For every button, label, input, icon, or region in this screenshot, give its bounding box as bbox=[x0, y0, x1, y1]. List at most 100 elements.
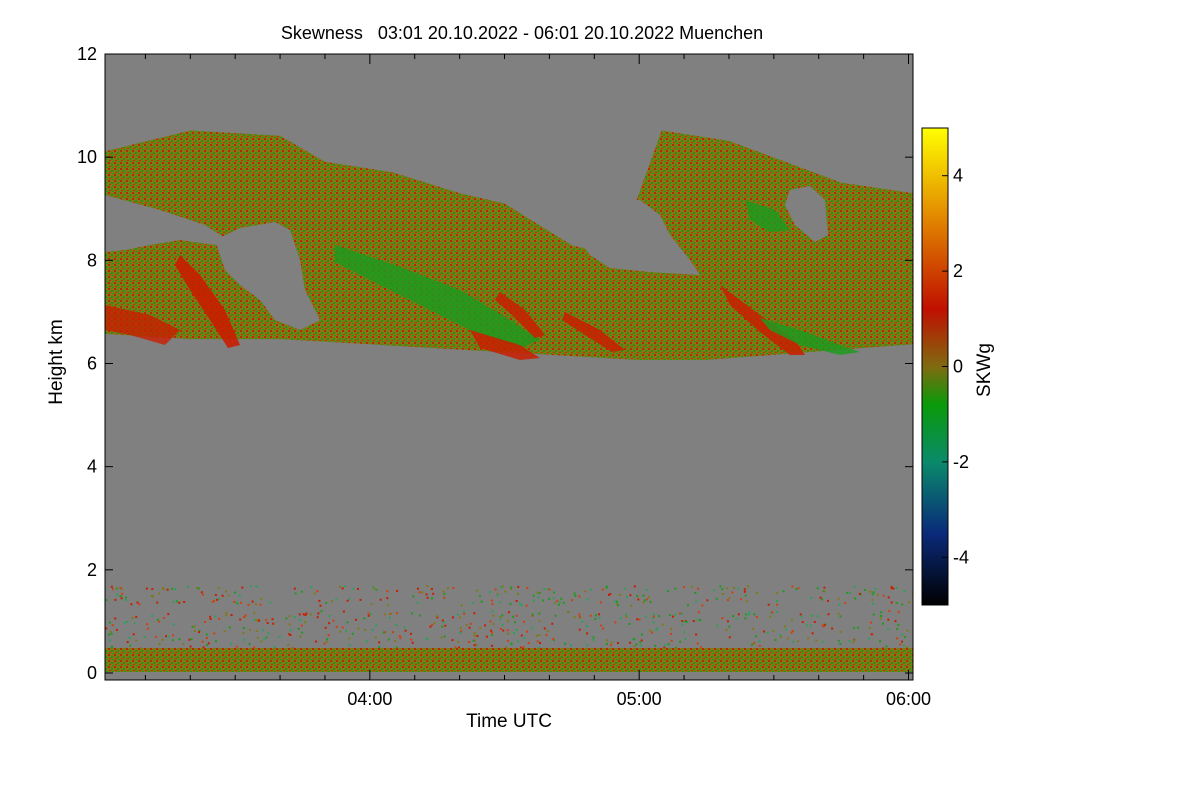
speckle bbox=[138, 603, 141, 606]
speckle bbox=[110, 585, 113, 588]
colorbar-tick-label: -4 bbox=[953, 547, 969, 567]
heatmap-layer bbox=[105, 130, 913, 672]
speckle bbox=[183, 601, 186, 603]
speckle bbox=[395, 612, 398, 615]
speckle bbox=[696, 642, 699, 645]
speckle bbox=[214, 615, 217, 618]
speckle bbox=[791, 630, 794, 633]
speckle bbox=[578, 613, 581, 616]
speckle bbox=[105, 599, 108, 602]
speckle bbox=[747, 585, 750, 588]
speckle bbox=[260, 640, 263, 643]
speckle bbox=[398, 635, 401, 637]
speckle bbox=[443, 592, 446, 595]
speckle bbox=[823, 586, 826, 589]
speckle bbox=[425, 593, 428, 596]
speckle bbox=[309, 613, 312, 616]
speckle bbox=[499, 586, 502, 589]
speckle bbox=[526, 630, 528, 633]
speckle bbox=[654, 644, 657, 647]
speckle bbox=[683, 631, 686, 634]
speckle bbox=[633, 645, 636, 648]
speckle bbox=[809, 624, 812, 627]
speckle bbox=[823, 623, 826, 626]
speckle bbox=[535, 634, 538, 637]
speckle bbox=[476, 635, 479, 637]
speckle bbox=[123, 621, 126, 624]
speckle bbox=[475, 643, 478, 646]
speckle bbox=[694, 591, 697, 594]
speckle bbox=[527, 641, 530, 644]
speckle bbox=[800, 615, 803, 618]
speckle bbox=[114, 598, 117, 601]
colorbar-tick-label: 4 bbox=[953, 166, 963, 186]
speckle bbox=[797, 587, 800, 590]
speckle bbox=[126, 620, 129, 623]
speckle bbox=[158, 620, 161, 623]
speckle bbox=[459, 616, 462, 619]
speckle bbox=[605, 585, 608, 588]
speckle bbox=[293, 616, 296, 618]
speckle bbox=[198, 629, 201, 632]
speckle bbox=[300, 590, 303, 593]
speckle bbox=[163, 616, 165, 619]
speckle bbox=[352, 587, 355, 590]
speckle bbox=[890, 585, 893, 588]
speckle bbox=[263, 638, 266, 641]
speckle bbox=[599, 601, 602, 604]
speckle bbox=[553, 591, 556, 594]
speckle bbox=[681, 620, 684, 622]
speckle bbox=[632, 638, 635, 641]
speckle bbox=[543, 588, 546, 590]
speckle bbox=[374, 636, 377, 639]
speckle bbox=[721, 588, 724, 591]
speckle bbox=[174, 588, 177, 591]
speckle bbox=[726, 587, 729, 590]
speckle bbox=[605, 586, 608, 589]
speckle bbox=[651, 631, 654, 634]
speckle bbox=[357, 627, 360, 630]
speckle bbox=[735, 617, 738, 620]
speckle bbox=[636, 618, 639, 621]
speckle bbox=[868, 626, 871, 629]
speckle bbox=[727, 599, 729, 602]
speckle bbox=[206, 644, 209, 647]
speckle bbox=[882, 594, 885, 597]
speckle bbox=[594, 614, 597, 617]
speckle bbox=[234, 591, 236, 594]
speckle bbox=[370, 603, 373, 606]
speckle bbox=[499, 618, 502, 621]
speckle bbox=[272, 622, 275, 625]
speckle bbox=[523, 637, 526, 640]
speckle bbox=[475, 589, 478, 592]
speckle bbox=[532, 594, 535, 597]
speckle bbox=[273, 645, 276, 648]
speckle bbox=[879, 617, 882, 620]
speckle bbox=[816, 587, 819, 590]
speckle bbox=[848, 640, 851, 642]
speckle bbox=[683, 620, 686, 623]
speckle bbox=[586, 644, 589, 647]
speckle bbox=[790, 631, 793, 634]
speckle bbox=[779, 636, 782, 639]
speckle bbox=[854, 597, 857, 600]
speckle bbox=[314, 640, 317, 643]
speckle bbox=[507, 611, 510, 614]
speckle bbox=[745, 613, 747, 616]
speckle bbox=[815, 639, 818, 642]
speckle bbox=[679, 640, 682, 643]
speckle bbox=[509, 602, 512, 605]
speckle bbox=[584, 590, 587, 593]
speckle bbox=[135, 615, 138, 618]
speckle bbox=[852, 641, 855, 644]
speckle bbox=[492, 623, 495, 626]
speckle bbox=[542, 599, 544, 602]
speckle bbox=[538, 591, 541, 594]
speckle bbox=[518, 602, 521, 605]
speckle bbox=[395, 624, 398, 627]
speckle bbox=[586, 632, 589, 635]
speckle bbox=[167, 635, 170, 638]
speckle bbox=[178, 638, 181, 641]
speckle bbox=[172, 623, 175, 626]
speckle bbox=[552, 638, 555, 640]
